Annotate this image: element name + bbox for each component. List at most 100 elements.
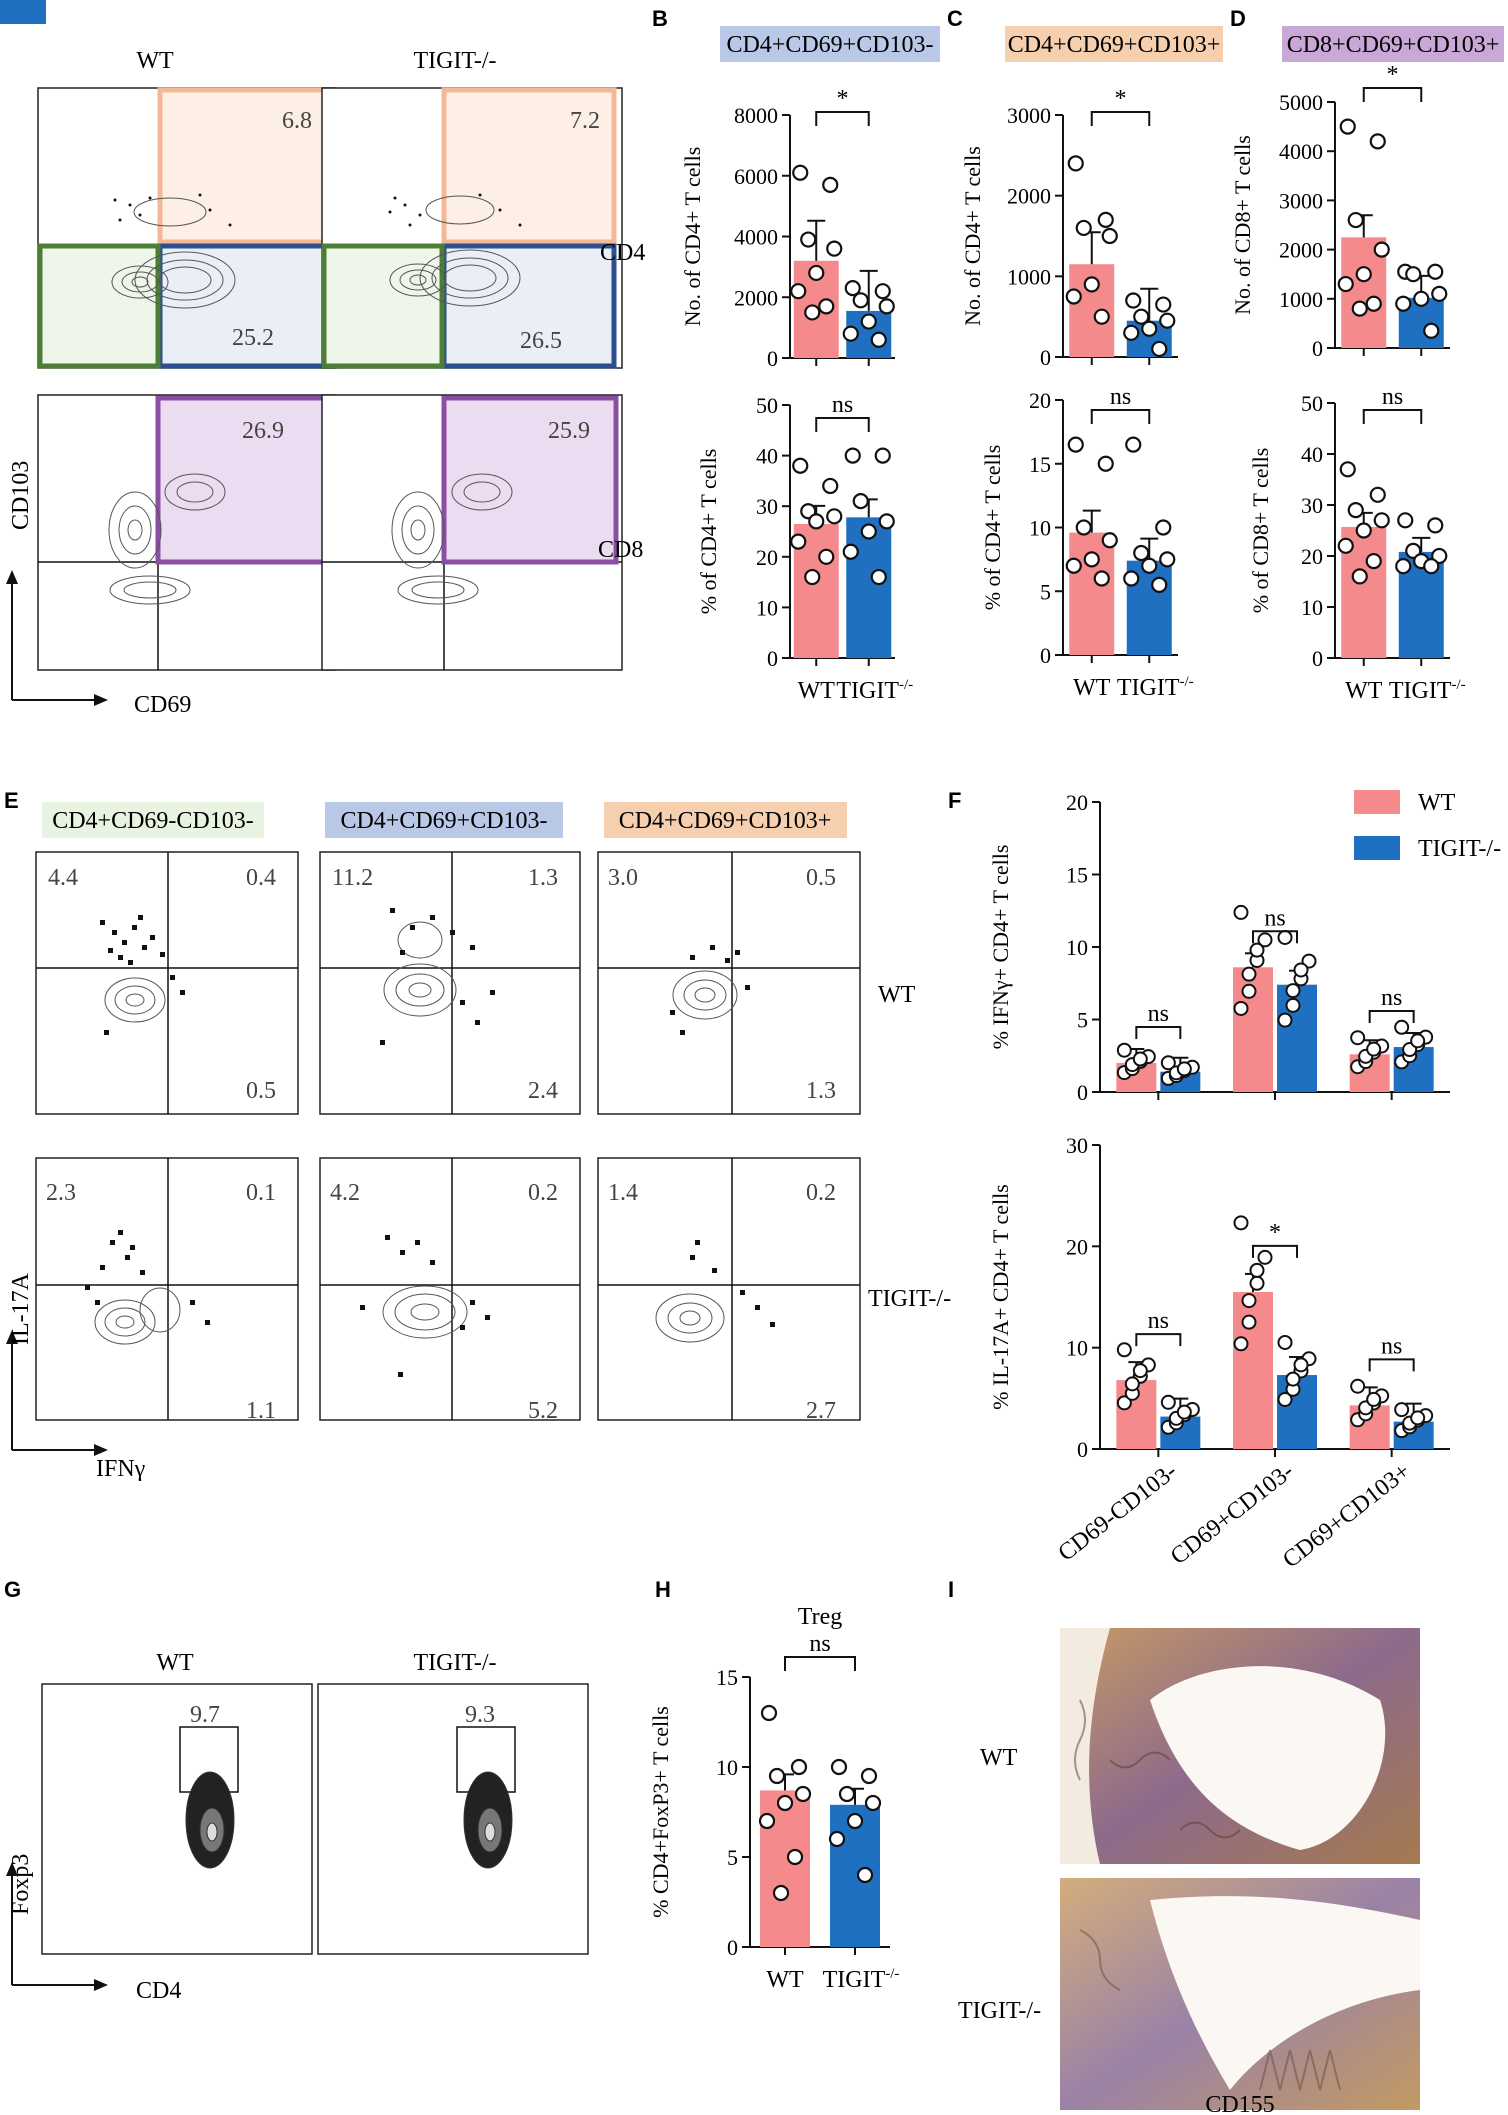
y-tick-label: 1000 [1007, 264, 1051, 289]
y-tick-label: 2000 [1007, 184, 1051, 209]
significance-label: ns [1382, 384, 1403, 410]
data-point [1249, 1262, 1265, 1278]
data-point [1083, 551, 1100, 568]
y-tick-label: 0 [767, 646, 778, 671]
panel-label-c: C [947, 6, 963, 31]
data-point [1339, 461, 1356, 478]
panel-e-xaxis: IFNγ [96, 1456, 146, 1482]
data-point [1350, 1030, 1366, 1046]
data-point [842, 543, 859, 560]
y-tick-label: 15 [1029, 452, 1051, 477]
y-tick-label: 4000 [734, 225, 778, 250]
panel-g-xaxis: CD4 [136, 1978, 181, 2004]
data-point [1365, 552, 1382, 570]
gate-value: 7.2 [570, 108, 600, 134]
quadrant-value: 1.3 [528, 865, 558, 891]
x-category-label: WT [766, 1967, 804, 1993]
quadrant-value: 0.4 [246, 865, 276, 891]
quadrant-value: 1.1 [246, 1398, 276, 1424]
data-point [792, 164, 809, 181]
significance-bracket [815, 111, 870, 126]
panel-a-xaxis: CD69 [134, 692, 191, 718]
legend-swatch-wt [1354, 790, 1400, 814]
y-tick-label: 5 [1040, 579, 1051, 604]
data-point [1176, 1404, 1192, 1420]
data-point [1160, 1394, 1176, 1410]
panel-e-header3-bg [604, 802, 847, 838]
data-point [1395, 558, 1412, 575]
data-point [1123, 570, 1140, 587]
panel-e-row-ko: TIGIT-/- [868, 1286, 951, 1312]
y-tick-label: 20 [756, 545, 778, 570]
data-point [760, 1704, 778, 1722]
significance-label: ns [832, 392, 853, 418]
y-tick-label: 0 [1040, 345, 1051, 370]
data-point [1067, 155, 1084, 172]
y-axis-label: % IFNγ+ CD4+ T cells [988, 845, 1013, 1050]
quadrant-value: 11.2 [332, 865, 373, 891]
y-tick-label: 10 [1301, 595, 1323, 620]
data-point [830, 1758, 848, 1776]
gate-cd69pos-cd103pos [157, 87, 333, 245]
y-tick-label: 8000 [734, 103, 778, 128]
data-point [808, 264, 825, 282]
data-point [1241, 1314, 1257, 1330]
data-point [818, 548, 835, 565]
data-point [1427, 263, 1444, 280]
data-point [1285, 1371, 1301, 1387]
panel-g-wt-header: WT [156, 1650, 194, 1676]
gate-cd69pos-cd103pos [441, 87, 617, 245]
quadrant-value: 2.3 [46, 1180, 76, 1206]
gate-cd69neg-cd103neg [37, 243, 161, 369]
significance-label: ns [1381, 1333, 1402, 1359]
significance-bracket [1368, 1010, 1415, 1024]
significance-label: ns [1148, 1001, 1169, 1027]
quadrant-value: 0.5 [246, 1078, 276, 1104]
data-point [1365, 295, 1382, 312]
data-point [1347, 502, 1364, 519]
panel-label-i: I [948, 1577, 954, 1602]
data-point [1132, 1363, 1148, 1379]
panel-a-yaxis: CD103 [8, 461, 34, 530]
y-tick-label: 10 [1029, 516, 1051, 541]
significance-bracket [1362, 409, 1423, 424]
data-point [1176, 1061, 1192, 1077]
data-point [818, 298, 835, 315]
data-point [1355, 266, 1372, 283]
bar [846, 517, 892, 658]
y-tick-label: 0 [727, 1935, 738, 1960]
flow-plot-e-ko-3: 1.4 0.2 2.7 [597, 1157, 861, 1424]
data-point [1405, 266, 1422, 283]
y-tick-label: 50 [756, 393, 778, 418]
y-axis-label: No. of CD4+ T cells [960, 146, 985, 326]
data-point [1133, 544, 1150, 562]
data-point [1116, 1042, 1132, 1058]
y-axis-label: No. of CD8+ T cells [1230, 135, 1255, 315]
data-point [878, 513, 895, 530]
data-point [844, 447, 861, 464]
chart-c-bottom: 0 5 10 15 20 % of CD4+ T cells WT TIGIT-/- ns [980, 384, 1194, 701]
data-point [1141, 557, 1158, 574]
gate-value: 26.5 [520, 328, 562, 354]
chart-b-top: 0 2000 4000 6000 8000 No. of CD4+ T cells * [680, 86, 895, 371]
quadrant-value: 0.2 [528, 1180, 558, 1206]
quadrant-value: 0.2 [806, 1180, 836, 1206]
panel-a-row-cd8: CD8 [598, 537, 643, 563]
data-point [842, 325, 859, 342]
chart-d-top: 0 1000 2000 3000 4000 5000 No. of CD8+ T cells… [1230, 62, 1450, 361]
data-point [800, 231, 817, 248]
y-tick-label: 10 [716, 1755, 738, 1780]
y-tick-label: 4000 [1279, 139, 1323, 164]
significance-bracket [1090, 409, 1151, 424]
data-point [1159, 551, 1176, 568]
y-tick-label: 15 [1066, 863, 1088, 888]
data-point [1075, 219, 1092, 237]
data-point [1133, 308, 1150, 325]
legend-label-wt: WT [1418, 790, 1456, 816]
data-point [1116, 1395, 1132, 1411]
significance-bracket [1090, 111, 1151, 126]
y-tick-label: 10 [1066, 935, 1088, 960]
data-point [1373, 241, 1390, 258]
data-point [1151, 340, 1168, 358]
y-axis-label: % IL-17A+ CD4+ T cells [988, 1184, 1013, 1410]
